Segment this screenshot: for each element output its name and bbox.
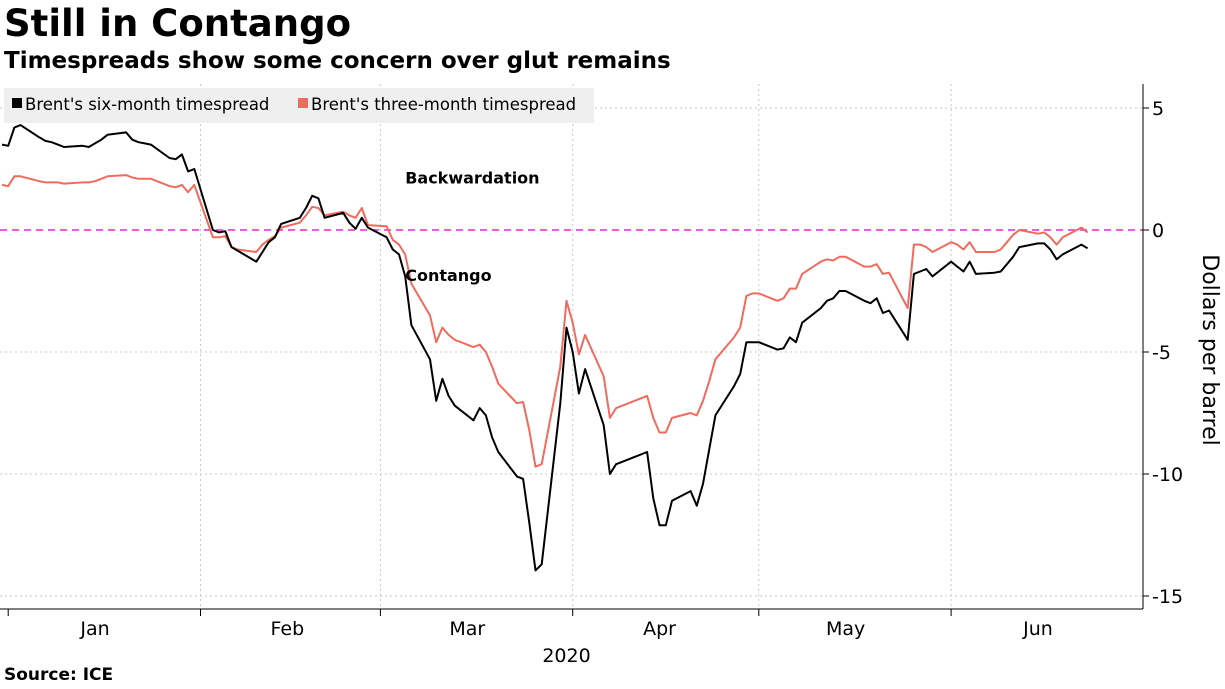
legend-label-six-month: Brent's six-month timespread — [25, 95, 269, 114]
x-tick-label: Mar — [449, 618, 485, 640]
y-tick-label: 5 — [1152, 98, 1164, 120]
series-line-six-month — [1, 124, 1089, 572]
x-tick-label: May — [826, 618, 865, 640]
y-tick-label: -15 — [1152, 586, 1183, 608]
annotations: Backwardation Contango — [405, 169, 539, 286]
legend-swatch-three-month — [298, 98, 308, 108]
annotation-contango: Contango — [405, 266, 491, 285]
x-tick-label: Jan — [79, 618, 109, 640]
x-axis-year-label: 2020 — [542, 645, 590, 667]
y-tick-label: 0 — [1152, 220, 1164, 242]
x-tick-label: Jun — [1022, 618, 1053, 640]
series-line-three-month — [1, 174, 1089, 468]
legend: Brent's six-month timespread Brent's thre… — [4, 88, 594, 123]
legend-swatch-six-month — [12, 98, 22, 108]
series-layer — [1, 124, 1089, 572]
axes: 5 0 -5 -10 -15 Jan Feb Mar Apr May Jun 2020 Dollars … — [0, 84, 1222, 667]
y-axis-label: Dollars per barrel — [1197, 254, 1222, 445]
annotation-backwardation: Backwardation — [405, 169, 539, 188]
y-tick-label: -5 — [1152, 342, 1171, 364]
chart-title: Still in Contango — [4, 2, 351, 45]
y-tick-label: -10 — [1152, 464, 1183, 486]
legend-label-three-month: Brent's three-month timespread — [311, 95, 576, 114]
x-tick-label: Apr — [643, 618, 676, 640]
source-note: Source: ICE — [4, 665, 114, 685]
x-tick-label: Feb — [271, 618, 305, 640]
chart-subtitle: Timespreads show some concern over glut … — [4, 48, 671, 74]
